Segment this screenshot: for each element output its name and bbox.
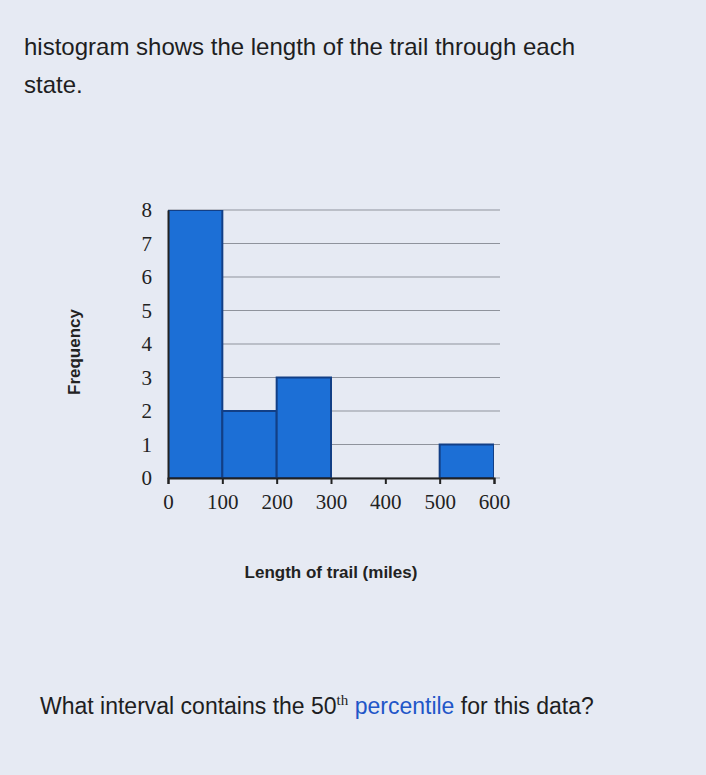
x-tick: 100 <box>207 478 239 514</box>
x-tick-label: 400 <box>370 490 402 514</box>
y-tick-label: 1 <box>142 433 153 457</box>
y-tick-label: 7 <box>142 232 153 256</box>
y-tick: 6 <box>142 265 169 289</box>
y-tick: 2 <box>142 399 169 423</box>
y-tick-label: 3 <box>142 366 153 390</box>
bar <box>440 445 494 479</box>
bars <box>168 210 494 478</box>
x-tick: 200 <box>261 478 293 514</box>
grid <box>168 210 500 478</box>
annotation: for this data? <box>454 693 593 719</box>
x-tick-label: 200 <box>261 490 293 514</box>
chart: 0 100 200 300 400 500 600 0 1 2 3 4 5 6 7 8 Length of tr… <box>0 0 706 775</box>
x-tick: 500 <box>424 478 456 514</box>
y-tick: 1 <box>142 433 169 457</box>
y-tick-label: 0 <box>142 466 153 490</box>
x-tick-mark <box>168 478 170 484</box>
y-tick-label: 2 <box>142 399 153 423</box>
title: histogram shows the length of the trail … <box>24 28 584 104</box>
x-tick-mark <box>276 478 278 484</box>
annotation: percentile <box>348 693 454 719</box>
annotation: What interval contains the 50 <box>40 693 337 719</box>
y-tick: 5 <box>142 299 169 323</box>
x-tick-label: 100 <box>207 490 239 514</box>
bar <box>277 378 331 479</box>
y-tick: 7 <box>142 232 169 256</box>
y-tick: 0 <box>142 466 169 490</box>
x-tick: 0 <box>163 478 174 514</box>
x-axis: 0 100 200 300 400 500 600 <box>163 478 510 514</box>
x-tick-mark <box>385 478 387 484</box>
bar <box>222 411 276 478</box>
x-tick-label: 600 <box>479 490 511 514</box>
x-tick-mark <box>331 478 333 484</box>
y-tick-label: 8 <box>142 198 153 222</box>
annotation: th <box>337 692 349 708</box>
y-tick-label: 5 <box>142 299 153 323</box>
x-tick-mark <box>494 478 496 484</box>
y-axis-label: Frequency <box>65 308 84 395</box>
bar <box>168 210 222 478</box>
x-tick-mark <box>222 478 224 484</box>
y-tick: 4 <box>142 332 169 356</box>
y-axis: 0 1 2 3 4 5 6 7 8 <box>142 198 169 490</box>
x-tick: 400 <box>370 478 402 514</box>
x-axis-label: Length of trail (miles) <box>245 563 418 582</box>
x-tick: 300 <box>316 478 348 514</box>
x-tick-mark <box>439 478 441 484</box>
x-tick-label: 300 <box>316 490 348 514</box>
x-tick: 600 <box>479 478 511 514</box>
x-tick-label: 500 <box>424 490 456 514</box>
question: What interval contains the 50th percenti… <box>40 680 640 726</box>
x-axis-line <box>169 479 495 485</box>
y-tick: 8 <box>142 198 169 222</box>
y-tick: 3 <box>142 366 169 390</box>
x-tick-label: 0 <box>163 490 174 514</box>
y-axis-line <box>168 211 170 479</box>
y-tick-label: 6 <box>142 265 153 289</box>
y-tick-label: 4 <box>142 332 153 356</box>
